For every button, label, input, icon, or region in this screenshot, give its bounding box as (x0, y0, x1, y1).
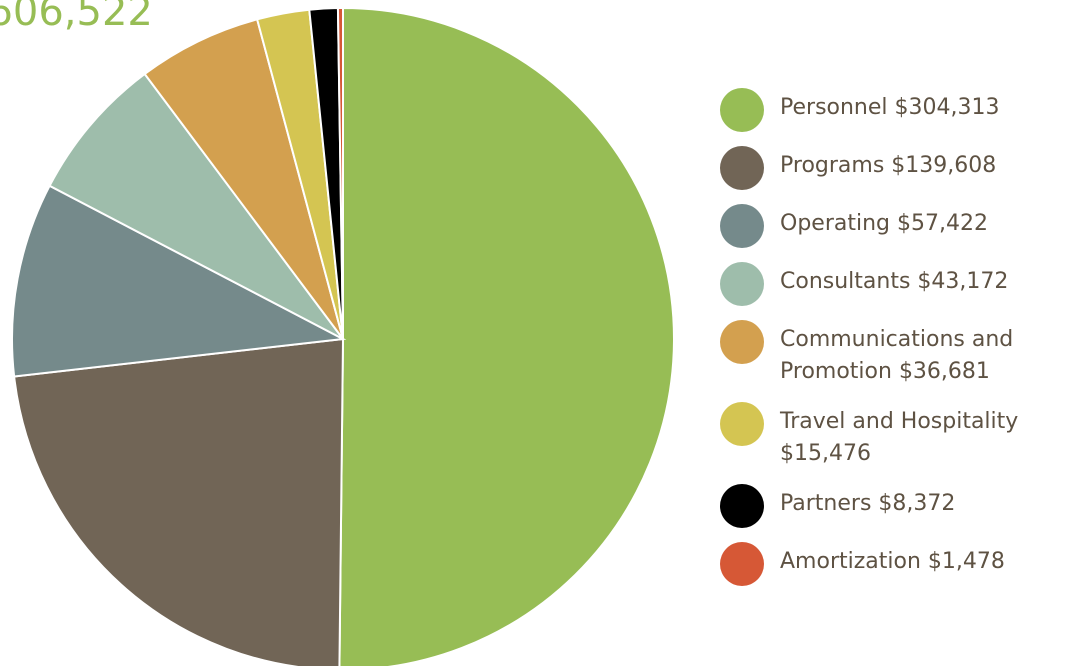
legend-swatch (720, 484, 764, 528)
legend-item: Partners $8,372 (720, 484, 1060, 528)
legend-swatch (720, 262, 764, 306)
pie-slice (143, 18, 344, 340)
legend-label: Programs $139,608 (780, 150, 1056, 182)
legend-label: Consultants $43,172 (780, 266, 1056, 298)
legend-value: $139,608 (891, 153, 997, 178)
legend-name: Personnel (780, 95, 888, 120)
legend-label: Operating $57,422 (780, 208, 1056, 240)
legend-name: Operating (780, 211, 890, 236)
pie-slice (13, 337, 345, 666)
legend-item: Operating $57,422 (720, 204, 1060, 248)
legend-name: Consultants (780, 269, 911, 294)
legend-value: $1,478 (927, 549, 1005, 574)
pie-slice (48, 72, 344, 340)
legend-swatch (720, 88, 764, 132)
legend-name: Travel and Hospitality (780, 409, 1019, 434)
legend-name: Programs (780, 153, 885, 178)
legend-value: $43,172 (917, 269, 1009, 294)
legend-item: Consultants $43,172 (720, 262, 1060, 306)
legend-swatch (720, 542, 764, 586)
legend-value: $36,681 (898, 359, 990, 384)
legend-label: Amortization $1,478 (780, 546, 1056, 578)
legend-value: $8,372 (878, 491, 956, 516)
legend-label: Partners $8,372 (780, 488, 1056, 520)
legend-swatch (720, 204, 764, 248)
legend-label: Travel and Hospitality $15,476 (780, 406, 1056, 470)
legend-label: Communications and Promotion $36,681 (780, 324, 1056, 388)
legend-item: Amortization $1,478 (720, 542, 1060, 586)
legend: Personnel $304,313 Programs $139,608 Opera… (720, 88, 1060, 604)
legend-value: $304,313 (894, 95, 1000, 120)
legend-name: Communications and Promotion (780, 327, 1014, 384)
legend-swatch (720, 146, 764, 190)
pie-slice (11, 184, 347, 378)
legend-item: Programs $139,608 (720, 146, 1060, 190)
legend-item: Personnel $304,313 (720, 88, 1060, 132)
legend-label: Personnel $304,313 (780, 92, 1056, 124)
legend-item: Communications and Promotion $36,681 (720, 320, 1060, 388)
legend-swatch (720, 402, 764, 446)
chart-title: $606,522 (0, 0, 153, 35)
legend-value: $57,422 (897, 211, 988, 236)
legend-name: Amortization (780, 549, 921, 574)
legend-name: Partners (780, 491, 872, 516)
pie-slice (338, 6, 675, 666)
pie-slice (336, 6, 344, 340)
legend-swatch (720, 320, 764, 364)
legend-item: Travel and Hospitality $15,476 (720, 402, 1060, 470)
legend-value: $15,476 (780, 441, 871, 466)
